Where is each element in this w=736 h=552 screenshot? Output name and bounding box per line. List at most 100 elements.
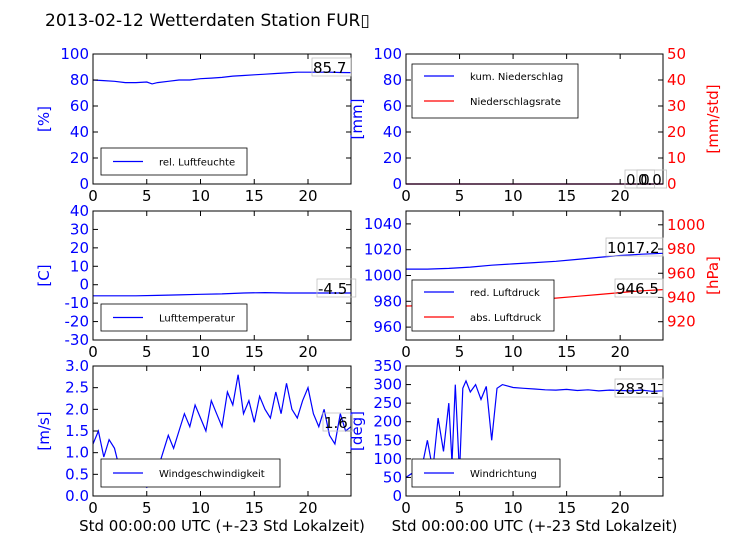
precipitation-y-tick-label: 0 <box>392 175 402 193</box>
precipitation-legend: kum. Niederschlag Niederschlagsrate <box>411 63 579 119</box>
precipitation-annotation: 0.0 <box>626 171 650 189</box>
temperature-x-tick-label: 20 <box>298 343 317 361</box>
windspeed-legend-label: Windgeschwindigkeit <box>159 469 265 480</box>
precipitation-y2-tick-label: 0 <box>667 175 677 193</box>
winddirection-x-tick-label: 10 <box>504 499 523 517</box>
humidity-legend: rel. Luftfeuchte <box>100 147 248 176</box>
humidity-chart: 0 5 10 15 20 0 20 40 60 80 100 [%] 85.7 rel. Luftfeuc… <box>35 45 352 205</box>
precipitation-plot-frame <box>405 53 664 185</box>
humidity-y-tick-label: 20 <box>70 149 89 167</box>
humidity-series-line-0 <box>92 71 352 85</box>
temperature-y-tick-label: 10 <box>70 257 89 275</box>
humidity-y-axis-label: [%] <box>35 106 53 132</box>
temperature-y-tick-label: 40 <box>70 202 89 220</box>
pressure-y2-tick-label: 960 <box>667 264 696 282</box>
windspeed-y-tick-label: 0.0 <box>65 487 89 505</box>
precipitation-x-tick-label: 5 <box>455 187 465 205</box>
temperature-legend: Lufttemperatur <box>100 303 248 332</box>
temperature-series-line-0 <box>93 291 351 297</box>
pressure-x-tick-label: 5 <box>455 343 465 361</box>
pressure-y2-tick-label: 920 <box>667 313 696 331</box>
humidity-x-tick-label: 5 <box>142 187 152 205</box>
pressure-annotation-box <box>614 278 664 298</box>
humidity-y-tick-label: 40 <box>70 123 89 141</box>
humidity-y-tick-label: 80 <box>70 71 89 89</box>
pressure-chart: 0 5 10 15 20 960 980 1000 1020 1040 920 940 960 980 10… <box>364 210 722 361</box>
winddirection-series-line-0 <box>405 379 664 481</box>
humidity-annotation: 85.7 <box>313 59 346 77</box>
temperature-annotation: -4.5 <box>318 280 347 298</box>
humidity-y-tick-label: 0 <box>79 175 89 193</box>
humidity-annotation-box <box>311 57 352 77</box>
winddirection-y-tick-label: 200 <box>373 413 402 431</box>
precipitation-legend-label: Niederschlagsrate <box>470 97 561 108</box>
winddirection-y-tick-label: 250 <box>373 394 402 412</box>
pressure-series-line-0 <box>406 252 664 270</box>
winddirection-legend: Windrichtung <box>411 458 561 488</box>
precipitation-y2-tick-label: 10 <box>667 149 686 167</box>
temperature-y-tick-label: -10 <box>65 294 90 312</box>
pressure-legend-box <box>411 279 555 332</box>
precipitation-x-tick-label: 10 <box>504 187 523 205</box>
precipitation-x-tick-label: 20 <box>611 187 630 205</box>
pressure-annotation: 946.5 <box>616 280 659 298</box>
windspeed-legend: Windgeschwindigkeit <box>100 458 281 488</box>
pressure-y2-tick-label: 940 <box>667 288 696 306</box>
winddirection-y-tick-label: 0 <box>392 487 402 505</box>
winddirection-y-tick-label: 300 <box>373 376 402 394</box>
humidity-x-tick-label: 20 <box>298 187 317 205</box>
precipitation-legend-label: kum. Niederschlag <box>470 72 563 83</box>
temperature-y-tick-label: -30 <box>65 331 90 349</box>
windspeed-x-tick-label: 15 <box>245 499 264 517</box>
precipitation-y-axis-label: [mm] <box>348 99 366 140</box>
windspeed-y-tick-label: 1.0 <box>65 444 89 462</box>
winddirection-y-tick-label: 350 <box>373 357 402 375</box>
humidity-x-tick-label: 15 <box>245 187 264 205</box>
windspeed-y-tick-label: 3.0 <box>65 357 89 375</box>
temperature-x-tick-label: 0 <box>88 343 98 361</box>
humidity-y-tick-label: 100 <box>60 45 89 63</box>
winddirection-y-tick-label: 50 <box>383 468 402 486</box>
windspeed-y-tick-label: 0.5 <box>65 465 89 483</box>
humidity-y-tick-label: 60 <box>70 97 89 115</box>
precipitation-y2-tick-label: 50 <box>667 45 686 63</box>
pressure-annotation: 1017.2 <box>607 239 660 257</box>
winddirection-x-tick-label: 0 <box>401 499 411 517</box>
windspeed-annotation: 1.6 <box>324 414 348 432</box>
precipitation-y-tick-label: 60 <box>383 97 402 115</box>
pressure-y-tick-label: 960 <box>373 318 402 336</box>
humidity-legend-label: rel. Luftfeuchte <box>159 158 235 169</box>
precipitation-y-tick-label: 40 <box>383 123 402 141</box>
humidity-x-tick-label: 10 <box>191 187 210 205</box>
precipitation-x-tick-label: 0 <box>401 187 411 205</box>
winddirection-x-tick-label: 5 <box>455 499 465 517</box>
windspeed-x-tick-label: 20 <box>298 499 317 517</box>
winddirection-y-tick-label: 150 <box>373 431 402 449</box>
precipitation-y-tick-label: 80 <box>383 71 402 89</box>
pressure-x-tick-label: 15 <box>557 343 576 361</box>
temperature-x-tick-label: 15 <box>245 343 264 361</box>
temperature-y-tick-label: -20 <box>65 313 90 331</box>
pressure-x-tick-label: 0 <box>401 343 411 361</box>
temperature-chart: 0 5 10 15 20-30-20-10010203040[C]-4.5Lufttem… <box>35 202 357 361</box>
precipitation-legend-box <box>411 63 579 119</box>
winddirection-y-axis-label: [deg] <box>348 411 366 451</box>
winddirection-plot-frame <box>405 365 664 497</box>
pressure-legend-label: abs. Luftdruck <box>470 313 541 324</box>
precipitation-annotation: 0.0 <box>638 171 662 189</box>
temperature-legend-label: Lufttemperatur <box>159 314 236 325</box>
windspeed-y-tick-label: 1.5 <box>65 422 89 440</box>
winddirection-x-tick-label: 20 <box>611 499 630 517</box>
pressure-y2-axis-label: [hPa] <box>704 256 722 295</box>
pressure-x-tick-label: 20 <box>611 343 630 361</box>
precipitation-y-tick-label: 100 <box>373 45 402 63</box>
temperature-y-tick-label: 0 <box>79 276 89 294</box>
precipitation-y2-tick-label: 40 <box>667 71 686 89</box>
pressure-y-tick-label: 1000 <box>364 267 402 285</box>
temperature-plot-frame <box>92 210 352 341</box>
windspeed-chart: 0 5 10 15 20 0.0 0.5 1.0 1.5 2.0 2.5 3.0 [m/s] Std 00… <box>35 357 365 535</box>
precipitation-y2-tick-label: 20 <box>667 123 686 141</box>
precipitation-x-tick-label: 15 <box>557 187 576 205</box>
winddirection-y-tick-label: 100 <box>373 450 402 468</box>
